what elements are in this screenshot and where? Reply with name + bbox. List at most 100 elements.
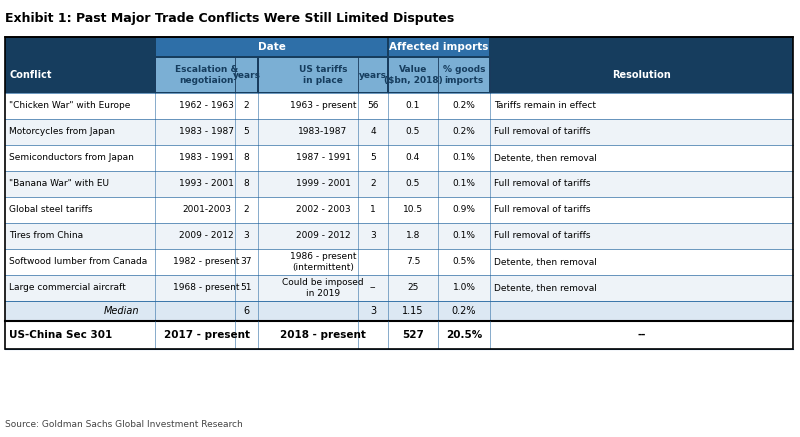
Text: Date: Date xyxy=(258,42,286,52)
Text: 0.1%: 0.1% xyxy=(453,153,475,163)
Text: Could be imposed
in 2019: Could be imposed in 2019 xyxy=(282,278,364,298)
Text: 2009 - 2012: 2009 - 2012 xyxy=(179,232,234,240)
Text: Source: Goldman Sachs Global Investment Research: Source: Goldman Sachs Global Investment … xyxy=(5,420,242,429)
Text: 2009 - 2012: 2009 - 2012 xyxy=(296,232,350,240)
Bar xyxy=(259,58,387,92)
Text: Value
($bn, 2018): Value ($bn, 2018) xyxy=(384,65,442,85)
Text: 6: 6 xyxy=(243,306,250,316)
Text: --: -- xyxy=(370,284,376,292)
Text: 2: 2 xyxy=(244,205,250,215)
Text: Affected imports: Affected imports xyxy=(390,42,489,52)
Bar xyxy=(5,119,793,145)
Text: 1963 - present: 1963 - present xyxy=(290,101,356,111)
Text: Global steel tariffs: Global steel tariffs xyxy=(9,205,93,215)
Bar xyxy=(5,37,793,349)
Text: Escalation &
negotiaion: Escalation & negotiaion xyxy=(175,65,238,85)
Bar xyxy=(5,37,793,57)
Text: 25: 25 xyxy=(407,284,418,292)
Bar xyxy=(5,145,793,171)
Text: 527: 527 xyxy=(402,330,424,340)
Text: Full removal of tariffs: Full removal of tariffs xyxy=(494,128,590,136)
Text: 2: 2 xyxy=(244,101,250,111)
Bar xyxy=(5,223,793,249)
Text: 2002 - 2003: 2002 - 2003 xyxy=(296,205,350,215)
Bar xyxy=(389,58,489,92)
Text: 3: 3 xyxy=(370,306,376,316)
Text: 0.9%: 0.9% xyxy=(453,205,475,215)
Bar xyxy=(5,171,793,197)
Bar xyxy=(5,197,793,223)
Text: 0.5: 0.5 xyxy=(406,128,420,136)
Text: Full removal of tariffs: Full removal of tariffs xyxy=(494,232,590,240)
Text: Tires from China: Tires from China xyxy=(9,232,83,240)
Bar xyxy=(5,301,793,321)
Bar xyxy=(389,38,489,56)
Text: Detente, then removal: Detente, then removal xyxy=(494,153,597,163)
Text: Motorcycles from Japan: Motorcycles from Japan xyxy=(9,128,115,136)
Text: 2: 2 xyxy=(370,180,376,188)
Text: 2001-2003: 2001-2003 xyxy=(182,205,231,215)
Text: 0.2%: 0.2% xyxy=(453,101,475,111)
Text: 10.5: 10.5 xyxy=(403,205,423,215)
Text: 1993 - 2001: 1993 - 2001 xyxy=(179,180,234,188)
Text: Exhibit 1: Past Major Trade Conflicts Were Still Limited Disputes: Exhibit 1: Past Major Trade Conflicts We… xyxy=(5,12,454,25)
Text: 3: 3 xyxy=(244,232,250,240)
Text: 0.2%: 0.2% xyxy=(453,128,475,136)
Text: 2017 - present: 2017 - present xyxy=(163,330,250,340)
Text: 0.5%: 0.5% xyxy=(453,257,475,267)
Text: 3: 3 xyxy=(370,232,376,240)
Text: 51: 51 xyxy=(241,284,252,292)
Text: 1982 - present: 1982 - present xyxy=(174,257,240,267)
Text: 0.5: 0.5 xyxy=(406,180,420,188)
Text: years: years xyxy=(359,70,387,80)
Text: Median: Median xyxy=(104,306,139,316)
Text: 8: 8 xyxy=(244,153,250,163)
Text: years: years xyxy=(233,70,261,80)
Bar xyxy=(5,249,793,275)
Text: 4: 4 xyxy=(370,128,376,136)
Text: Resolution: Resolution xyxy=(612,70,671,80)
Text: Semiconductors from Japan: Semiconductors from Japan xyxy=(9,153,134,163)
Text: Softwood lumber from Canada: Softwood lumber from Canada xyxy=(9,257,147,267)
Bar xyxy=(156,58,257,92)
Text: 0.2%: 0.2% xyxy=(452,306,476,316)
Text: 1987 - 1991: 1987 - 1991 xyxy=(295,153,350,163)
Text: US tariffs
in place: US tariffs in place xyxy=(298,65,347,85)
Text: Detente, then removal: Detente, then removal xyxy=(494,257,597,267)
Text: 1: 1 xyxy=(370,205,376,215)
Bar xyxy=(5,275,793,301)
Text: 56: 56 xyxy=(367,101,378,111)
Text: 0.4: 0.4 xyxy=(406,153,420,163)
Text: 0.1: 0.1 xyxy=(406,101,420,111)
Text: "Banana War" with EU: "Banana War" with EU xyxy=(9,180,109,188)
Text: 1968 - present: 1968 - present xyxy=(174,284,240,292)
Text: US-China Sec 301: US-China Sec 301 xyxy=(9,330,112,340)
Text: 0.1%: 0.1% xyxy=(453,232,475,240)
Text: 2018 - present: 2018 - present xyxy=(280,330,366,340)
Bar xyxy=(5,321,793,349)
Text: % goods
imports: % goods imports xyxy=(442,65,486,85)
Text: 5: 5 xyxy=(370,153,376,163)
Text: 1983-1987: 1983-1987 xyxy=(298,128,348,136)
Bar xyxy=(5,93,793,119)
Text: 1.0%: 1.0% xyxy=(453,284,475,292)
Text: Detente, then removal: Detente, then removal xyxy=(494,284,597,292)
Text: 1986 - present
(intermittent): 1986 - present (intermittent) xyxy=(290,252,356,272)
Text: 7.5: 7.5 xyxy=(406,257,420,267)
Text: "Chicken War" with Europe: "Chicken War" with Europe xyxy=(9,101,130,111)
Text: Conflict: Conflict xyxy=(9,70,51,80)
Text: Full removal of tariffs: Full removal of tariffs xyxy=(494,180,590,188)
Text: 8: 8 xyxy=(244,180,250,188)
Bar xyxy=(5,57,793,93)
Text: 1962 - 1963: 1962 - 1963 xyxy=(179,101,234,111)
Text: 5: 5 xyxy=(244,128,250,136)
Text: 37: 37 xyxy=(241,257,252,267)
Bar xyxy=(156,38,387,56)
Text: 20.5%: 20.5% xyxy=(446,330,482,340)
Text: 1.15: 1.15 xyxy=(402,306,424,316)
Text: 1999 - 2001: 1999 - 2001 xyxy=(295,180,350,188)
Text: --: -- xyxy=(638,330,646,340)
Text: Full removal of tariffs: Full removal of tariffs xyxy=(494,205,590,215)
Text: 0.1%: 0.1% xyxy=(453,180,475,188)
Text: 1983 - 1991: 1983 - 1991 xyxy=(179,153,234,163)
